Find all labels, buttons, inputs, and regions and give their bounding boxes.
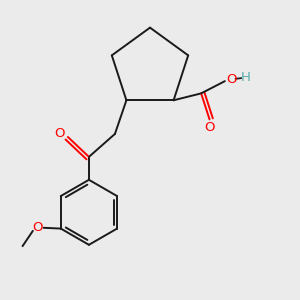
Text: O: O xyxy=(204,121,215,134)
Text: O: O xyxy=(54,127,65,140)
Text: H: H xyxy=(241,71,251,84)
Text: O: O xyxy=(33,221,43,234)
Text: O: O xyxy=(226,73,237,86)
